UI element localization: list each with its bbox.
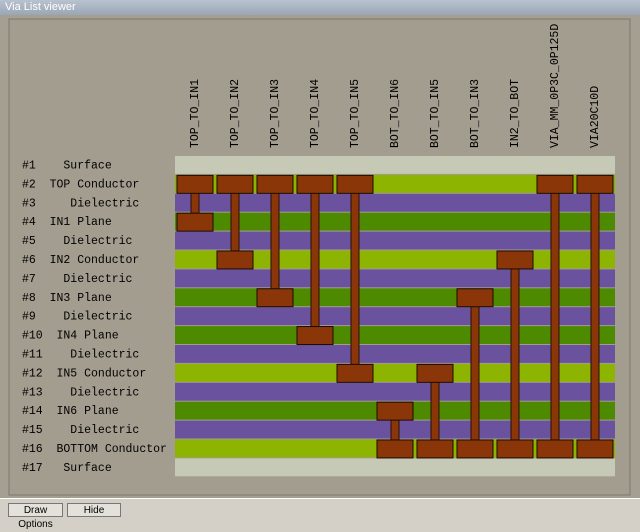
via-name: TOP_TO_IN1: [189, 79, 202, 148]
layer-band: [175, 326, 615, 344]
via-pad: [416, 363, 454, 383]
layer-label: #1 Surface: [22, 159, 112, 172]
hide-button[interactable]: Hide: [67, 503, 121, 517]
via-name: VIA_MM_0P3C_0P125D: [549, 24, 562, 148]
layer-label: #8 IN3 Plane: [22, 292, 112, 305]
via-pad: [576, 439, 614, 459]
via-name: TOP_TO_IN3: [269, 79, 282, 148]
layer-band: [175, 212, 615, 231]
layer-band: [175, 382, 615, 401]
via-pad: [536, 439, 574, 459]
via-pad: [296, 174, 334, 194]
via-pad: [256, 174, 294, 194]
window-title: Via List viewer: [0, 0, 640, 15]
via-name: TOP_TO_IN5: [349, 79, 362, 148]
via-pad: [576, 174, 614, 194]
via-name: TOP_TO_IN4: [309, 79, 322, 148]
via-barrel: [510, 259, 520, 450]
via-name: TOP_TO_IN2: [229, 79, 242, 148]
draw-options-button[interactable]: Draw Options: [8, 503, 63, 530]
button-bar: Draw Options Hide: [0, 498, 640, 530]
via-barrel: [550, 183, 560, 450]
layer-band: [175, 345, 615, 363]
layer-band: [175, 363, 615, 382]
layer-label: #6 IN2 Conductor: [22, 254, 139, 267]
via-barrel: [430, 372, 440, 450]
via-pad: [536, 174, 574, 194]
via-barrel: [230, 183, 240, 261]
via-pad: [336, 174, 374, 194]
via-pad: [176, 174, 214, 194]
via-pad: [376, 401, 414, 421]
layer-label: #12 IN5 Conductor: [22, 367, 146, 380]
via-barrel: [310, 183, 320, 337]
layer-band: [175, 307, 615, 326]
via-name: BOT_TO_IN5: [429, 79, 442, 148]
via-pad: [256, 288, 294, 308]
panel: #1 Surface #2 TOP Conductor #3 Dielectric #…: [0, 15, 640, 498]
via-barrel: [270, 183, 280, 299]
via-barrel: [590, 183, 600, 450]
layer-label: #15 Dielectric: [22, 424, 139, 437]
layer-label: #14 IN6 Plane: [22, 405, 119, 418]
layer-label: #10 IN4 Plane: [22, 330, 119, 343]
via-pad: [336, 363, 374, 383]
via-pad: [496, 439, 534, 459]
layer-band: [175, 288, 615, 307]
via-pad: [456, 288, 494, 308]
layer-label: #11 Dielectric: [22, 348, 139, 361]
via-pad: [456, 439, 494, 459]
via-pad: [216, 174, 254, 194]
via-barrel: [470, 297, 480, 450]
via-pad: [496, 250, 534, 270]
via-name: VIA20C10D: [589, 86, 602, 148]
layer-label: #9 Dielectric: [22, 311, 133, 324]
layer-label: #4 IN1 Plane: [22, 216, 112, 229]
via-name: BOT_TO_IN3: [469, 79, 482, 148]
via-pad: [296, 326, 334, 346]
layer-band: [175, 156, 615, 174]
via-diagram: #1 Surface #2 TOP Conductor #3 Dielectric #…: [8, 18, 631, 496]
via-pad: [216, 250, 254, 270]
layer-band: [175, 231, 615, 250]
layer-label: #2 TOP Conductor: [22, 178, 139, 191]
via-name: IN2_TO_BOT: [509, 79, 522, 148]
layer-band: [175, 193, 615, 212]
layer-label: #13 Dielectric: [22, 386, 139, 399]
layer-label: #3 Dielectric: [22, 197, 139, 210]
layer-label: #17 Surface: [22, 462, 112, 475]
via-pad: [416, 439, 454, 459]
via-name: BOT_TO_IN6: [389, 79, 402, 148]
layer-label: #5 Dielectric: [22, 235, 133, 248]
via-barrel: [350, 183, 360, 374]
layer-label: #7 Dielectric: [22, 273, 133, 286]
via-pad: [176, 212, 214, 232]
layer-band: [175, 269, 615, 288]
layer-band: [175, 458, 615, 477]
layer-label: #16 BOTTOM Conductor: [22, 443, 167, 456]
via-pad: [376, 439, 414, 459]
